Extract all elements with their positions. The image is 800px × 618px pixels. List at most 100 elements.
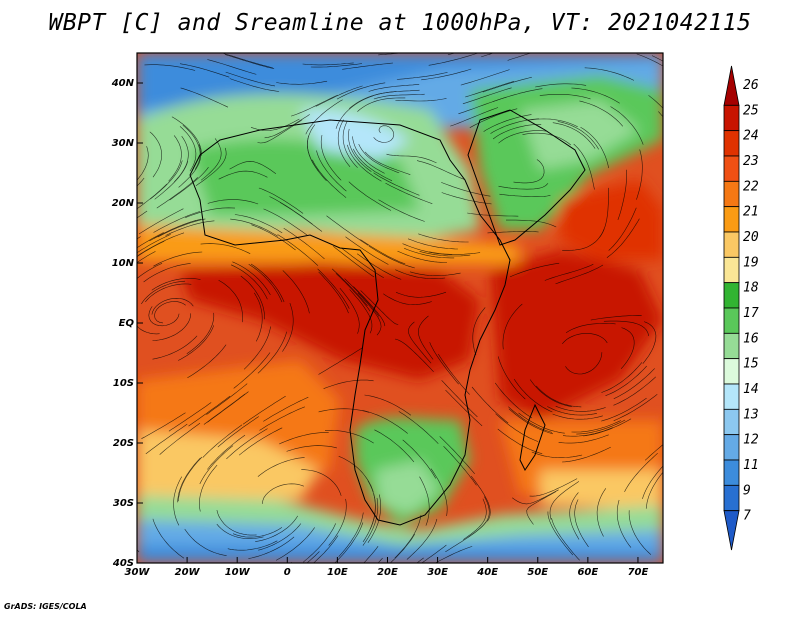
streamline (645, 471, 663, 509)
streamline (250, 263, 285, 303)
streamline (383, 293, 432, 306)
streamline (373, 93, 425, 100)
streamline (565, 323, 616, 333)
colorbar-swatch (723, 130, 740, 157)
credit-label: GrADS: IGES/COLA (4, 602, 87, 611)
streamline (583, 418, 632, 437)
streamline (224, 54, 275, 69)
streamline (547, 406, 597, 416)
streamline (301, 469, 342, 496)
streamline (460, 69, 510, 86)
x-tick-label: 20W (175, 567, 201, 578)
streamline (137, 146, 149, 181)
colorbar-swatch (723, 408, 740, 436)
y-tick-label: 40N (111, 78, 135, 89)
streamline (137, 301, 160, 335)
streamline (317, 268, 350, 309)
y-tick-label: 20S (113, 438, 134, 449)
streamline (216, 510, 257, 536)
streamline (445, 521, 487, 553)
streamline (283, 227, 325, 260)
streamline (349, 289, 373, 334)
streamline (141, 280, 186, 305)
colorbar-swatch (723, 307, 740, 334)
streamline (576, 419, 626, 435)
streamline (362, 497, 379, 546)
streamline (483, 114, 532, 132)
colorbar-label: 21 (743, 205, 759, 220)
streamline (601, 397, 647, 422)
streamline (398, 411, 439, 444)
streamline (617, 169, 627, 221)
map-title: WBPT [C] and Sreamline at 1000hPa, VT: 2… (48, 10, 752, 36)
streamline (223, 53, 273, 69)
streamline (277, 234, 319, 266)
streamline (141, 412, 186, 439)
streamline (419, 476, 430, 526)
streamline (529, 478, 578, 497)
colorbar-label: 19 (743, 255, 759, 270)
x-tick-label: 20E (377, 567, 398, 578)
colorbar-swatch (723, 332, 740, 360)
streamline (417, 315, 434, 360)
streamline (137, 177, 145, 187)
x-tick-label: 10E (327, 567, 348, 578)
streamline (338, 456, 374, 492)
streamline (561, 333, 608, 345)
streamline (333, 245, 375, 278)
temperature-field (137, 53, 663, 563)
streamline (337, 119, 351, 167)
streamline (152, 313, 191, 341)
x-tick-label: 40E (476, 567, 498, 578)
streamline (240, 275, 265, 320)
streamline (352, 136, 385, 174)
streamline (502, 303, 523, 350)
streamline (429, 251, 481, 255)
streamline (407, 238, 458, 250)
streamline (148, 306, 180, 327)
streamline (535, 83, 587, 88)
streamline (282, 303, 294, 352)
streamline (206, 383, 248, 415)
streamline (207, 434, 246, 470)
streamline (397, 250, 447, 263)
streamline (590, 314, 642, 321)
x-tick-label: 30E (427, 567, 448, 578)
streamline (529, 379, 572, 407)
streamline (394, 515, 422, 559)
y-tick-label: 20N (112, 198, 135, 209)
streamline (137, 232, 164, 249)
streamline (368, 245, 415, 269)
streamline (470, 475, 491, 522)
streamline (316, 150, 347, 192)
streamlines (137, 53, 663, 563)
streamline (345, 236, 389, 265)
streamline (584, 67, 635, 81)
streamline (177, 457, 201, 503)
streamline (535, 385, 582, 408)
streamline (357, 97, 406, 112)
streamline (386, 153, 437, 164)
streamline (226, 428, 268, 460)
colorbar-label: 14 (743, 382, 759, 397)
streamline (531, 451, 583, 458)
streamline (149, 220, 197, 242)
x-axis-ticks: 30W 20W 10W 0 10E 20E 30E 40E 50E 60E 70E (125, 557, 648, 578)
streamline (421, 544, 447, 563)
streamline (348, 181, 392, 211)
streamline (306, 551, 320, 563)
streamline (178, 325, 215, 361)
streamline (565, 352, 603, 375)
x-tick-label: 60E (577, 567, 598, 578)
streamline (498, 183, 549, 190)
colorbar-swatch (723, 104, 740, 132)
streamline (562, 446, 611, 463)
streamline (357, 292, 382, 336)
streamline (463, 498, 487, 540)
streamline (352, 148, 393, 182)
streamline (555, 264, 604, 285)
streamline (243, 326, 271, 370)
streamline (171, 116, 202, 156)
streamline (137, 240, 165, 257)
